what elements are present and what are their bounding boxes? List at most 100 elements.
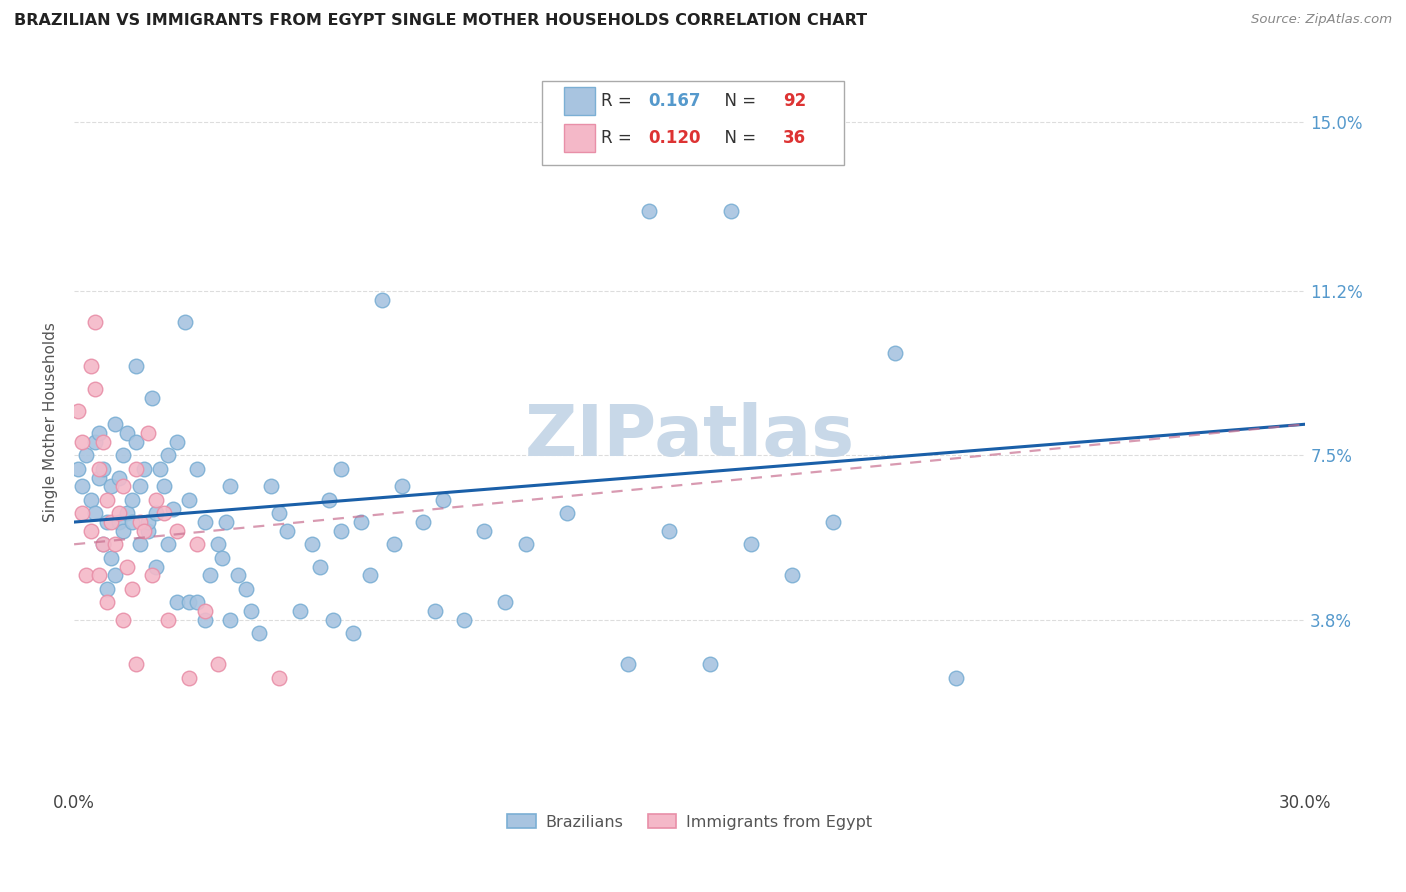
Point [72,479,94,493]
Point [269,671,291,685]
Point [96,582,118,596]
Point [91,435,114,450]
Point [186,461,208,475]
Point [720,203,742,218]
Point [145,506,167,520]
Point [288,604,311,618]
Point [699,657,721,672]
Point [79,359,101,374]
Point [100,479,122,493]
Point [174,315,197,329]
Point [124,435,146,450]
Point [239,604,262,618]
Point [108,470,131,484]
Point [515,537,537,551]
Point [194,604,217,618]
Point [87,461,110,475]
Text: 92: 92 [783,93,807,111]
Point [318,492,340,507]
Point [494,595,516,609]
Point [83,382,105,396]
Point [117,426,139,441]
Point [136,426,159,441]
Text: 36: 36 [783,129,807,147]
Point [100,550,122,565]
Point [145,559,167,574]
Point [177,595,200,609]
Point [121,582,143,596]
Point [141,568,163,582]
Point [235,582,257,596]
Point [91,537,114,551]
Point [108,515,131,529]
Point [87,426,110,441]
Text: R =: R = [600,129,637,147]
Point [658,524,681,538]
FancyBboxPatch shape [564,124,595,152]
Point [412,515,434,529]
Point [269,506,291,520]
Point [823,515,845,529]
Point [309,559,332,574]
Point [371,293,394,307]
Point [83,506,105,520]
Point [198,568,221,582]
Point [112,613,135,627]
Point [108,506,131,520]
Text: 0.167: 0.167 [648,93,700,111]
Point [260,479,283,493]
Point [617,657,640,672]
Point [432,492,454,507]
Point [149,461,172,475]
Point [207,657,229,672]
Text: 0.120: 0.120 [648,129,700,147]
Point [104,537,127,551]
Point [117,506,139,520]
Point [153,479,176,493]
Point [166,595,188,609]
Point [128,515,150,529]
Point [91,461,114,475]
Point [186,537,208,551]
Point [186,595,208,609]
Point [194,613,217,627]
Text: R =: R = [600,93,637,111]
Point [883,346,905,360]
Point [136,524,159,538]
Point [276,524,298,538]
Point [75,568,97,582]
Point [166,524,188,538]
Point [132,461,155,475]
Point [342,626,364,640]
Point [359,568,381,582]
Text: Source: ZipAtlas.com: Source: ZipAtlas.com [1251,13,1392,27]
Point [145,492,167,507]
Point [157,448,180,462]
Point [329,524,352,538]
Point [177,671,200,685]
Point [91,537,114,551]
Point [215,515,238,529]
Point [474,524,496,538]
Point [211,550,233,565]
Point [128,479,150,493]
Point [83,435,105,450]
Point [194,515,217,529]
Point [350,515,373,529]
Point [79,524,101,538]
Point [322,613,344,627]
Point [132,524,155,538]
Point [121,515,143,529]
Point [112,448,135,462]
Point [128,537,150,551]
Point [87,470,110,484]
Point [75,448,97,462]
Point [391,479,413,493]
Point [555,506,578,520]
Point [219,479,242,493]
Point [72,435,94,450]
Point [153,506,176,520]
Point [637,203,659,218]
Point [96,515,118,529]
Point [117,559,139,574]
